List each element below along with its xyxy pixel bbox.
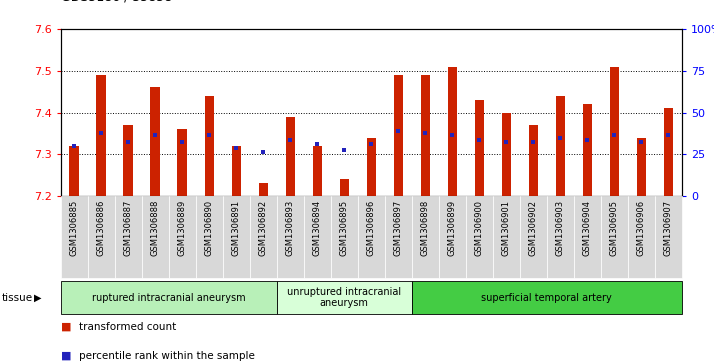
Text: GSM1306905: GSM1306905 (610, 200, 619, 256)
Bar (96, 75, 106, 196)
Bar (61, 196, 88, 278)
Text: GSM1306907: GSM1306907 (664, 200, 673, 256)
Text: GSM1306899: GSM1306899 (448, 200, 457, 256)
Bar (340, 179, 349, 196)
Bar (250, 196, 277, 278)
Text: GSM1306904: GSM1306904 (583, 200, 592, 256)
Bar (258, 183, 268, 196)
Bar (520, 196, 547, 278)
Bar (151, 87, 160, 196)
Bar (277, 281, 412, 314)
Bar (412, 281, 682, 314)
Text: tissue: tissue (2, 293, 34, 303)
Text: GSM1306897: GSM1306897 (394, 200, 403, 256)
Bar (628, 196, 655, 278)
Bar (178, 129, 187, 196)
Text: transformed count: transformed count (79, 322, 176, 332)
Text: GSM1306896: GSM1306896 (367, 200, 376, 256)
Bar (223, 196, 250, 278)
Bar (655, 196, 682, 278)
Text: GSM1306892: GSM1306892 (258, 200, 268, 256)
Bar (493, 196, 520, 278)
Text: GSM1306900: GSM1306900 (475, 200, 484, 256)
Bar (115, 196, 141, 278)
Text: ▶: ▶ (34, 293, 42, 303)
Text: GSM1306890: GSM1306890 (205, 200, 213, 256)
Bar (169, 196, 196, 278)
Bar (385, 196, 412, 278)
Bar (412, 196, 439, 278)
Text: GSM1306887: GSM1306887 (124, 200, 133, 257)
Text: GSM1306889: GSM1306889 (178, 200, 187, 256)
Text: GSM1306903: GSM1306903 (555, 200, 565, 256)
Bar (393, 75, 403, 196)
Bar (574, 196, 601, 278)
Text: GSM1306901: GSM1306901 (502, 200, 511, 256)
Text: GDS5186 / 35858: GDS5186 / 35858 (61, 0, 172, 4)
Bar (663, 108, 673, 196)
Text: GSM1306886: GSM1306886 (96, 200, 106, 257)
Bar (421, 75, 430, 196)
Bar (583, 104, 592, 196)
Bar (331, 196, 358, 278)
Bar (204, 96, 214, 196)
Text: superficial temporal artery: superficial temporal artery (481, 293, 612, 303)
Bar (366, 138, 376, 196)
Bar (610, 66, 619, 196)
Text: GSM1306906: GSM1306906 (637, 200, 646, 256)
Text: ■: ■ (61, 351, 71, 361)
Text: unruptured intracranial
aneurysm: unruptured intracranial aneurysm (287, 287, 401, 309)
Bar (448, 66, 457, 196)
Bar (286, 117, 295, 196)
Bar (528, 125, 538, 196)
Text: GSM1306898: GSM1306898 (421, 200, 430, 256)
Text: GSM1306902: GSM1306902 (529, 200, 538, 256)
Text: GSM1306894: GSM1306894 (313, 200, 322, 256)
Bar (475, 100, 484, 196)
Bar (547, 196, 574, 278)
Text: GSM1306885: GSM1306885 (70, 200, 79, 256)
Bar (439, 196, 466, 278)
Bar (502, 113, 511, 196)
Bar (69, 146, 79, 196)
Bar (358, 196, 385, 278)
Text: percentile rank within the sample: percentile rank within the sample (79, 351, 254, 361)
Text: ruptured intracranial aneurysm: ruptured intracranial aneurysm (92, 293, 246, 303)
Bar (196, 196, 223, 278)
Bar (88, 196, 115, 278)
Text: ■: ■ (61, 322, 71, 332)
Bar (277, 196, 303, 278)
Bar (141, 196, 169, 278)
Text: GSM1306895: GSM1306895 (340, 200, 348, 256)
Bar (303, 196, 331, 278)
Bar (61, 281, 277, 314)
Text: GSM1306891: GSM1306891 (232, 200, 241, 256)
Bar (637, 138, 646, 196)
Text: GSM1306888: GSM1306888 (151, 200, 160, 257)
Bar (601, 196, 628, 278)
Bar (124, 125, 133, 196)
Bar (313, 146, 322, 196)
Bar (231, 146, 241, 196)
Bar (466, 196, 493, 278)
Bar (555, 96, 565, 196)
Text: GSM1306893: GSM1306893 (286, 200, 295, 256)
